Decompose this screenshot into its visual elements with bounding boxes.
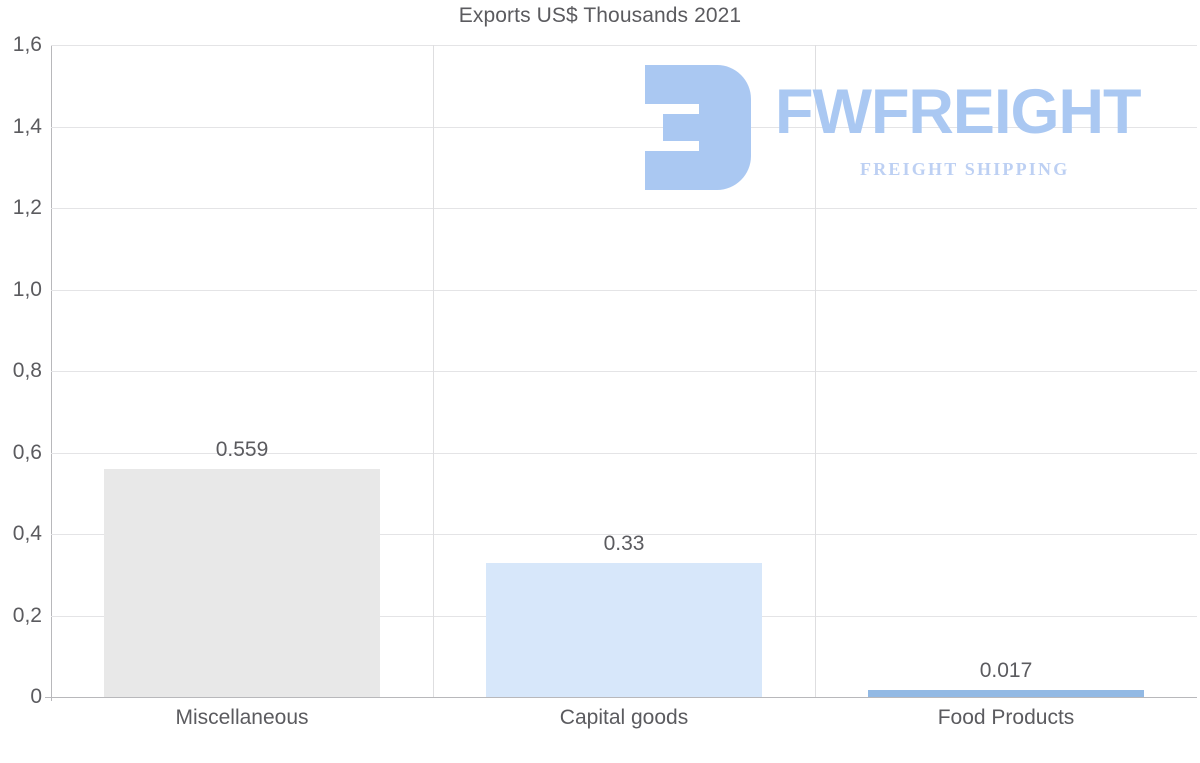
gridline-vertical <box>815 45 816 697</box>
gridline-horizontal <box>51 208 1197 209</box>
chart-title: Exports US$ Thousands 2021 <box>458 4 742 27</box>
gridline-horizontal <box>51 45 1197 46</box>
y-axis-tick-label: 1,2 <box>12 196 42 219</box>
y-axis-tick-label: 1,0 <box>12 277 42 301</box>
gridline-horizontal <box>51 452 1197 454</box>
bar[interactable] <box>103 469 381 697</box>
bar-value-label: 0.33 <box>603 531 645 555</box>
y-axis-tick-label: 0,2 <box>12 603 42 627</box>
gridline-horizontal <box>51 289 1197 291</box>
y-axis-tick-label: 0,6 <box>12 440 42 464</box>
y-axis-line <box>51 45 52 701</box>
y-axis-tick-label: 0,4 <box>12 522 42 545</box>
bar-value-label: 0.017 <box>979 659 1033 683</box>
y-axis-tick-label: 0,8 <box>12 359 42 382</box>
gridline-horizontal <box>51 371 1197 372</box>
x-axis-category-label: Food Products <box>937 706 1075 729</box>
x-axis-line <box>45 697 1197 698</box>
x-axis-category-label: Capital goods <box>559 706 689 729</box>
y-axis-tick-label: 1,4 <box>12 114 42 138</box>
plot-area <box>51 45 1197 697</box>
gridline-horizontal <box>51 126 1197 128</box>
bar[interactable] <box>485 562 763 697</box>
gridline-vertical <box>433 45 434 697</box>
y-axis-tick-label: 0 <box>30 685 42 708</box>
gridline-horizontal <box>51 534 1197 535</box>
bar[interactable] <box>867 690 1145 697</box>
y-axis-tick-label: 1,6 <box>12 33 42 56</box>
x-axis-category-label: Miscellaneous <box>175 706 309 729</box>
bar-value-label: 0.559 <box>215 438 269 462</box>
